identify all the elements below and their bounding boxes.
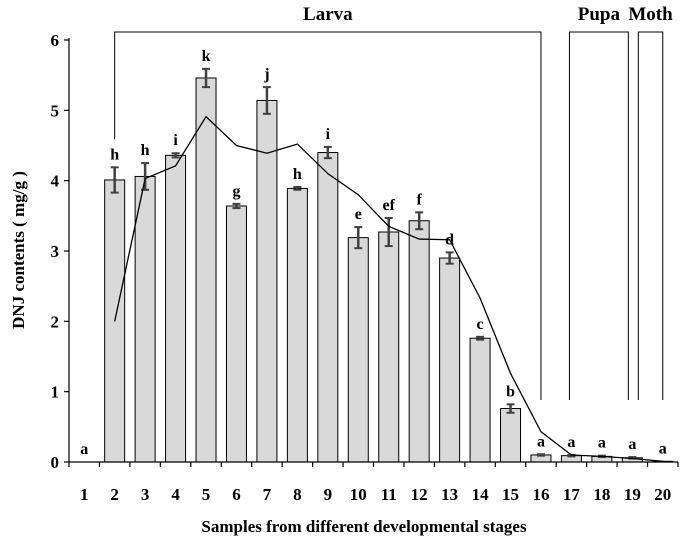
significance-label-15: b: [506, 383, 515, 400]
x-tick-label: 11: [381, 485, 397, 504]
bar-4: [165, 154, 187, 463]
x-tick-label: 2: [110, 485, 119, 504]
error-bar-10: [354, 226, 363, 250]
significance-label-2: h: [110, 146, 119, 163]
x-tick-label: 16: [532, 485, 549, 504]
x-tick-label: 14: [472, 485, 490, 504]
significance-label-14: c: [477, 316, 484, 333]
trend-line-group: [114, 115, 663, 462]
bar-8: [286, 187, 308, 463]
bar-11: [378, 231, 400, 463]
error-bar-12: [415, 211, 424, 231]
x-tick-label: 13: [441, 485, 458, 504]
significance-label-7: j: [263, 66, 269, 83]
significance-label-20: a: [659, 440, 667, 457]
bar-9: [317, 152, 339, 463]
error-bar-11: [384, 216, 393, 248]
significance-label-9: i: [326, 126, 331, 143]
significance-label-13: d: [445, 231, 454, 248]
x-tick-label: 20: [654, 485, 671, 504]
x-tick-label: 7: [263, 485, 272, 504]
error-bar-4: [171, 152, 180, 159]
significance-label-11: ef: [383, 197, 396, 214]
significance-label-4: i: [173, 132, 178, 149]
x-tick-label: 17: [563, 485, 581, 504]
significance-label-3: h: [141, 142, 150, 159]
x-tick-label: 9: [324, 485, 333, 504]
significance-label-19: a: [628, 436, 636, 453]
x-tick-label: 3: [141, 485, 150, 504]
stage-brackets: Larva Pupa Moth: [114, 4, 673, 400]
y-tick-label: 5: [51, 101, 60, 120]
significance-label-8: h: [293, 166, 302, 183]
error-bar-7: [262, 86, 271, 115]
y-tick-label: 2: [51, 312, 60, 331]
x-tick-label: 6: [232, 485, 241, 504]
stage-label-pupa: Pupa: [578, 4, 621, 25]
stage-bracket-larva: Larva: [114, 4, 542, 400]
bar-12: [408, 220, 430, 463]
x-tick-label: 4: [171, 485, 180, 504]
significance-label-16: a: [537, 433, 545, 450]
error-bar-14: [476, 335, 485, 341]
significance-label-17: a: [567, 434, 575, 451]
bar-14: [469, 337, 491, 463]
error-bar-9: [323, 145, 332, 160]
error-bar-5: [202, 67, 211, 89]
y-tick-label: 4: [51, 172, 60, 191]
error-bar-6: [232, 202, 241, 210]
bar-7: [256, 99, 278, 463]
bar-6: [225, 205, 247, 463]
stage-bracket-pupa: Pupa: [568, 4, 629, 400]
x-tick-label: 1: [80, 485, 89, 504]
bar-10: [347, 237, 369, 463]
y-tick-label: 3: [51, 242, 60, 261]
significance-label-18: a: [598, 435, 606, 452]
stage-bracket-moth: Moth: [628, 4, 673, 400]
bar-3: [134, 175, 156, 463]
significance-label-6: g: [232, 183, 240, 200]
error-bar-2: [110, 166, 119, 194]
bar-13: [439, 257, 461, 463]
bar-15: [500, 408, 522, 463]
error-bar-8: [293, 185, 302, 191]
trend-line: [114, 115, 663, 462]
bar-5: [195, 77, 217, 463]
y-tick-label: 6: [51, 31, 60, 50]
significance-label-10: e: [355, 206, 362, 223]
x-tick-label: 10: [350, 485, 367, 504]
bar-series: [104, 77, 674, 463]
significance-label-1: a: [80, 441, 88, 458]
x-tick-label: 15: [502, 485, 519, 504]
x-tick-label: 8: [293, 485, 302, 504]
y-tick-label: 0: [51, 453, 60, 472]
stage-label-larva: Larva: [303, 4, 353, 25]
x-tick-label: 18: [593, 485, 610, 504]
error-bar-16: [536, 453, 545, 457]
x-tick-label: 19: [624, 485, 641, 504]
stage-label-moth: Moth: [628, 4, 673, 25]
y-tick-label: 1: [51, 383, 60, 402]
error-bar-13: [445, 251, 454, 265]
significance-label-12: f: [417, 191, 423, 208]
x-tick-label: 5: [202, 485, 211, 504]
error-bars: [110, 67, 637, 460]
significance-labels: a h h i k g j h i e ef f d c b a a a a a: [80, 48, 667, 458]
y-axis-label: DNJ contents ( mg/g ): [9, 171, 28, 329]
significance-label-5: k: [202, 48, 211, 65]
x-axis-label: Samples from different developmental sta…: [201, 517, 527, 536]
error-bar-15: [506, 403, 515, 414]
x-tick-label: 12: [411, 485, 428, 504]
